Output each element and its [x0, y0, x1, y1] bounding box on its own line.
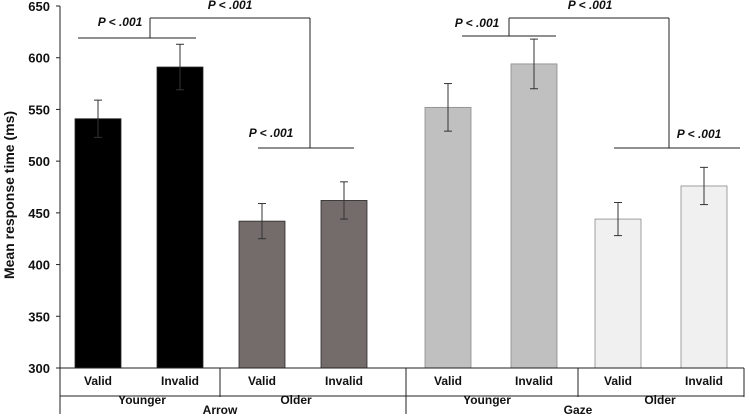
- validity-label: Invalid: [685, 374, 723, 388]
- bar: [238, 220, 286, 369]
- significance-label: P < .001: [249, 126, 294, 140]
- y-tick-label: 550: [28, 102, 50, 117]
- error-bars-group: [94, 38, 708, 240]
- bar: [74, 118, 122, 369]
- y-tick-label: 500: [28, 154, 50, 169]
- validity-label: Valid: [434, 374, 462, 388]
- y-axis-title: Mean response time (ms): [1, 111, 17, 279]
- bars-group: [74, 63, 728, 369]
- age-group-label: Older: [280, 393, 312, 407]
- validity-label: Valid: [84, 374, 112, 388]
- significance-label: P < .001: [98, 15, 143, 29]
- category-axis: Valid Invalid Valid Invalid Valid Invalid Vali…: [59, 367, 745, 417]
- significance-brackets: P < .001 P < .001 P < .001 P < .001 P < .001…: [78, 0, 740, 149]
- y-tick-label: 400: [28, 258, 50, 273]
- bar: [510, 63, 558, 369]
- bar: [320, 200, 368, 369]
- cue-type-label: Gaze: [564, 403, 593, 417]
- significance-label: P < .001: [208, 0, 253, 12]
- y-tick-label: 300: [28, 361, 50, 376]
- age-group-label: Younger: [118, 393, 166, 407]
- bar: [156, 66, 204, 369]
- validity-label: Valid: [604, 374, 632, 388]
- significance-label: P < .001: [455, 16, 500, 30]
- y-tick-label: 350: [28, 309, 50, 324]
- significance-label: P < .001: [677, 127, 722, 141]
- y-tick-label: 650: [28, 0, 50, 14]
- age-group-label: Younger: [463, 393, 511, 407]
- y-axis-ticks: 300 350 400 450 500 550 600 650: [28, 0, 60, 376]
- validity-label: Invalid: [515, 374, 553, 388]
- cue-type-label: Arrow: [203, 403, 238, 417]
- y-tick-label: 450: [28, 206, 50, 221]
- validity-label: Invalid: [161, 374, 199, 388]
- bar: [680, 185, 728, 369]
- significance-label: P < .001: [568, 0, 613, 12]
- y-tick-label: 600: [28, 51, 50, 66]
- validity-label: Invalid: [325, 374, 363, 388]
- age-group-label: Older: [644, 393, 676, 407]
- validity-label: Valid: [248, 374, 276, 388]
- bar: [594, 218, 642, 369]
- bar: [424, 106, 472, 369]
